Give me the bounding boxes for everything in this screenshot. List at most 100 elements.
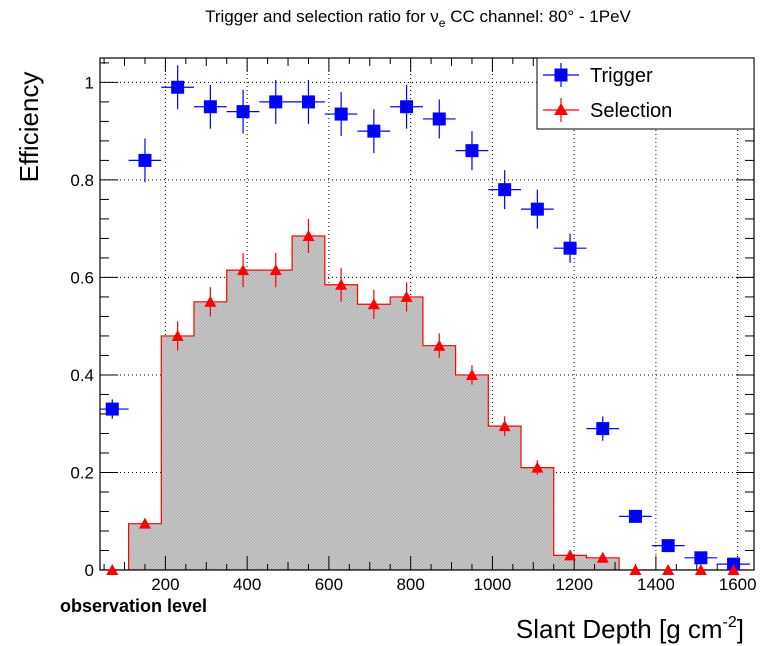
selection-marker — [367, 298, 380, 310]
plot-frame — [99, 57, 755, 571]
x-tick-label: 600 — [315, 575, 343, 594]
trigger-point — [324, 92, 358, 137]
trigger-point — [259, 79, 293, 124]
trigger-point — [292, 79, 325, 124]
selection-marker — [106, 564, 119, 575]
selection-marker — [662, 564, 675, 575]
selection-marker — [171, 329, 184, 341]
selection-point — [335, 267, 348, 302]
y-axis-title: Efficiency — [14, 72, 44, 183]
trigger-marker — [400, 100, 414, 114]
x-tick-label: 1400 — [637, 575, 675, 594]
x-axis-title-main: Slant Depth [g cm — [516, 614, 723, 644]
trigger-point — [100, 399, 129, 419]
selection-marker — [335, 278, 348, 290]
selection-point — [138, 517, 151, 529]
x-axis-title-close: ] — [737, 614, 744, 644]
trigger-marker — [236, 105, 250, 119]
trigger-marker — [694, 551, 708, 565]
legend-entry-selection: Selection — [543, 98, 672, 122]
y-tick-label: 0 — [85, 561, 94, 580]
selection-marker — [531, 461, 544, 473]
trigger-marker — [498, 183, 512, 197]
selection-marker — [204, 295, 217, 307]
selection-marker — [694, 564, 707, 575]
trigger-point — [194, 84, 227, 129]
trigger-point — [619, 509, 652, 523]
selection-marker — [596, 551, 609, 563]
trigger-point — [128, 138, 162, 183]
selection-point — [237, 253, 250, 288]
selection-marker — [629, 564, 642, 575]
x-axis-title: Slant Depth [g cm-2] — [516, 614, 744, 644]
trigger-marker — [203, 100, 217, 114]
selection-marker — [465, 368, 478, 380]
y-tick-label: 1 — [85, 73, 94, 92]
selection-marker — [269, 264, 282, 276]
selection-point — [596, 551, 609, 563]
x-tick-label: 200 — [151, 575, 179, 594]
axis-ticks: 200 400 600 800 1000 1200 1400 1600 0 0.2 0.4 0.6 0.… — [70, 58, 757, 594]
y-tick-label: 0.2 — [70, 463, 94, 482]
trigger-point — [586, 416, 620, 441]
observation-level-label: observation level — [60, 596, 207, 616]
trigger-marker — [628, 509, 642, 523]
trigger-marker — [269, 95, 283, 109]
selection-point — [531, 460, 544, 475]
x-tick-label: 800 — [396, 575, 424, 594]
selection-point — [465, 365, 478, 385]
selection-point — [433, 333, 446, 358]
selection-point — [269, 253, 282, 288]
selection-point — [367, 289, 380, 319]
legend-trigger-marker — [554, 68, 568, 82]
trigger-marker — [105, 402, 119, 416]
x-tick-label: 1200 — [555, 575, 593, 594]
trigger-point — [226, 89, 260, 134]
chart-title-nu: ν — [430, 7, 439, 26]
selection-marker — [433, 339, 446, 351]
selection-point — [564, 549, 577, 561]
chart-title-suffix: CC channel: 80° - 1PeV — [445, 7, 631, 26]
x-axis-title-superscript: -2 — [723, 614, 737, 631]
legend-selection-label: Selection — [590, 100, 672, 122]
trigger-marker — [367, 124, 381, 138]
trigger-point — [684, 551, 718, 565]
trigger-point — [455, 131, 489, 171]
trigger-marker — [596, 422, 610, 436]
chart-title-prefix: Trigger and selection ratio for — [205, 7, 430, 26]
selection-marker — [564, 549, 577, 561]
y-tick-label: 0.6 — [70, 268, 94, 287]
trigger-marker — [334, 107, 348, 121]
legend-selection-marker — [554, 103, 568, 115]
legend-entry-trigger: Trigger — [543, 63, 653, 87]
trigger-marker — [301, 95, 315, 109]
selection-point — [106, 564, 119, 575]
trigger-marker — [432, 112, 446, 126]
selection-marker — [237, 264, 250, 276]
trigger-point — [521, 189, 554, 229]
selection-series — [106, 218, 740, 575]
trigger-marker — [171, 80, 185, 94]
selection-marker — [138, 517, 151, 529]
selection-marker — [727, 564, 740, 575]
x-tick-label: 1600 — [719, 575, 757, 594]
selection-point — [629, 564, 642, 575]
selection-point — [694, 564, 707, 575]
x-tick-label: 400 — [233, 575, 261, 594]
plot-border — [99, 57, 755, 571]
selection-point — [302, 218, 315, 254]
y-tick-label: 0.4 — [70, 366, 94, 385]
selection-marker — [498, 420, 511, 432]
trigger-point — [161, 65, 195, 110]
trigger-point — [357, 109, 391, 154]
chart-title: Trigger and selection ratio for νe CC ch… — [205, 7, 631, 30]
chart-title-subscript: e — [439, 16, 446, 30]
selection-point — [662, 564, 675, 575]
selection-point — [171, 321, 184, 351]
trigger-series — [100, 65, 750, 571]
selection-histogram-area — [100, 235, 750, 570]
trigger-marker — [661, 539, 675, 553]
x-tick-label: 1000 — [473, 575, 511, 594]
legend-trigger-label: Trigger — [590, 65, 653, 87]
